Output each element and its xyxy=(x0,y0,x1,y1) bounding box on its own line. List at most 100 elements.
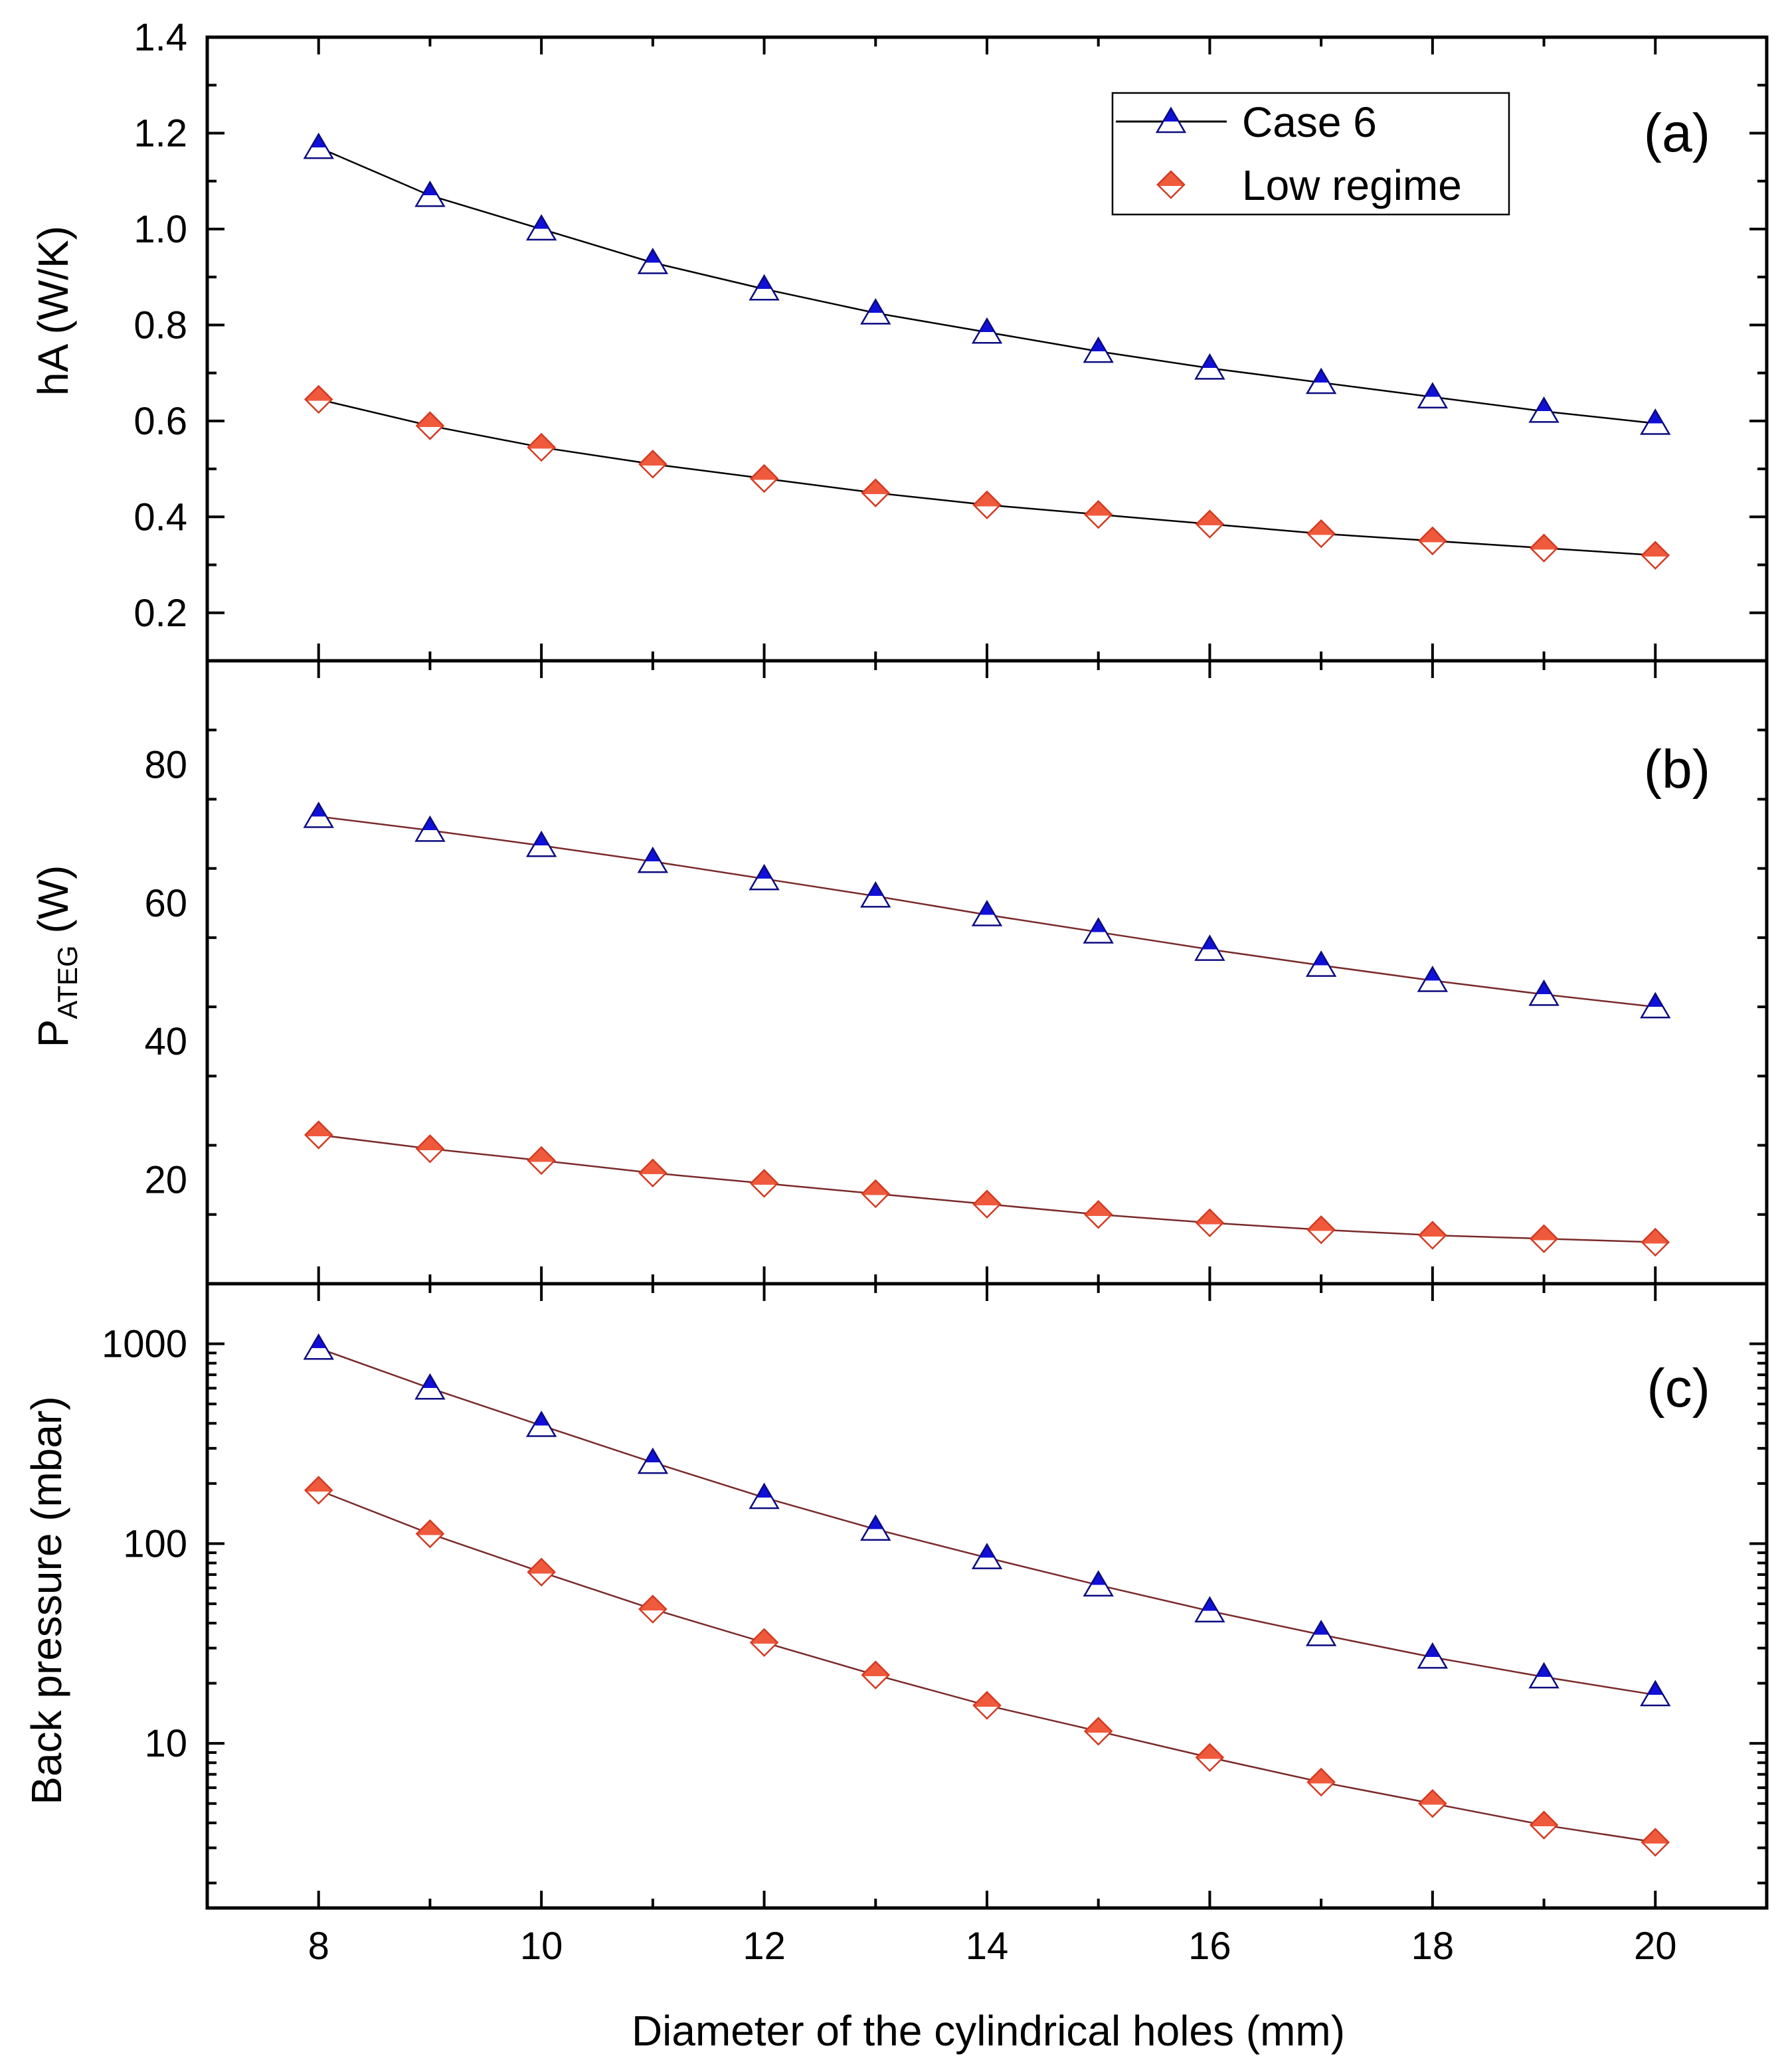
panel-c-series-0-point-1 xyxy=(414,1373,446,1400)
panel-a-series-0-point-5 xyxy=(860,298,891,325)
panel-b-series-1-point-6 xyxy=(972,1189,1002,1219)
legend-case6-marker xyxy=(1155,106,1187,133)
panel-b-series-0-point-9 xyxy=(1305,950,1337,977)
panel-b-series-0-point-2 xyxy=(525,830,557,857)
panel-c-series-0-point-2 xyxy=(525,1411,557,1437)
x-tick-label-3: 14 xyxy=(966,1925,1009,1968)
panel-b-series-0-point-3 xyxy=(637,846,669,873)
panel-c-series-0-point-4 xyxy=(749,1482,780,1510)
panel-c-ytick-label-0: 10 xyxy=(144,1722,187,1765)
panel-b-ylabel: PATEG (W) xyxy=(29,865,83,1048)
legend-low-regime-text: Low regime xyxy=(1242,161,1462,209)
panel-c-series-0-point-6 xyxy=(971,1543,1003,1569)
panel-a-label: (a) xyxy=(1644,103,1710,163)
panel-a-ytick-label-4: 1.0 xyxy=(134,208,187,251)
panel-b-label: (b) xyxy=(1644,739,1710,800)
panel-a-series-1-point-4 xyxy=(749,464,779,493)
panel-a-series-0-point-2 xyxy=(525,214,557,241)
panel-c-series-1-point-12 xyxy=(1641,1828,1670,1857)
panel-c-series-1-point-1 xyxy=(415,1519,445,1549)
panel-a-series-0-point-6 xyxy=(971,317,1003,344)
panel-a-series-1-point-10 xyxy=(1418,526,1447,556)
panel-c-series-1-point-7 xyxy=(1083,1717,1113,1746)
legend-low-regime-diamond xyxy=(1156,170,1186,199)
panel-a-series-0-point-7 xyxy=(1083,336,1114,363)
panel-b-series-0-point-7 xyxy=(1083,917,1114,944)
panel-b-series-1-point-4 xyxy=(749,1169,779,1198)
panel-c-ytick-label-1: 100 xyxy=(123,1522,187,1565)
panel-a-series-0-point-10 xyxy=(1417,382,1449,408)
panel-b-series-1-point-8 xyxy=(1195,1208,1225,1238)
panel-a-series-1-point-6 xyxy=(972,490,1002,520)
panel-c-series-1-point-3 xyxy=(638,1595,668,1624)
panel-c-series-0-point-8 xyxy=(1194,1596,1225,1623)
panel-a-series-1-point-7 xyxy=(1083,499,1113,529)
panel-b-series-0-point-11 xyxy=(1528,979,1559,1006)
x-tick-label-1: 10 xyxy=(520,1925,563,1968)
panel-a-series-1-point-1 xyxy=(415,411,445,440)
panel-b-ytick-label-3: 80 xyxy=(144,743,187,786)
panel-c-series-1-point-4 xyxy=(749,1628,779,1657)
panel-b-series-0-point-10 xyxy=(1417,966,1449,992)
panel-c-series-0-point-0 xyxy=(303,1333,334,1360)
panel-c-series-1-point-9 xyxy=(1306,1767,1336,1797)
panel-b-ytick-label-0: 20 xyxy=(144,1159,187,1202)
panel-b-series-0-point-1 xyxy=(414,815,446,842)
panel-a-ytick-label-1: 0.4 xyxy=(134,495,187,539)
panel-b-series-1-point-3 xyxy=(638,1158,668,1188)
panel-b-series-1-point-9 xyxy=(1306,1215,1336,1245)
panel-b-series-1-point-2 xyxy=(527,1146,556,1175)
panel-c-series-0-point-5 xyxy=(860,1514,891,1541)
panel-b-series-0-point-4 xyxy=(749,863,780,891)
x-tick-label-0: 8 xyxy=(308,1925,329,1968)
axis-ticks xyxy=(207,36,1767,1908)
panel-a-series-0-point-11 xyxy=(1528,396,1559,423)
panel-b-ytick-label-2: 60 xyxy=(144,882,187,925)
panel-c-series-1-point-11 xyxy=(1529,1810,1559,1840)
panel-c-series-0-point-12 xyxy=(1640,1680,1671,1707)
panel-c-series-1-point-10 xyxy=(1418,1788,1447,1818)
panel-a-series-1-point-9 xyxy=(1306,519,1336,549)
panel-a-series-1-point-2 xyxy=(527,432,556,462)
legend-case6-text: Case 6 xyxy=(1242,98,1377,146)
legend-case6-triangle xyxy=(1155,106,1187,133)
panel-b-ylabel-unit: (W) xyxy=(29,865,77,946)
panel-b-ylabel-main: P xyxy=(29,1019,77,1048)
panel-b-series-1-point-0 xyxy=(304,1120,333,1150)
panel-c-series-1-point-0 xyxy=(304,1476,333,1505)
panel-a-series-0-point-1 xyxy=(414,180,446,207)
x-tick-label-6: 20 xyxy=(1634,1925,1677,1968)
panel-b-ytick-label-1: 40 xyxy=(144,1020,187,1063)
x-tick-label-4: 16 xyxy=(1188,1925,1231,1968)
panel-c-series-0-point-9 xyxy=(1305,1620,1337,1646)
panel-b-series-1-point-12 xyxy=(1641,1227,1670,1257)
legend-low-regime-marker xyxy=(1156,170,1186,199)
panel-b-series-1-point-5 xyxy=(861,1179,891,1209)
panel-b-series-1-point-7 xyxy=(1083,1200,1113,1229)
panel-a-series-0-point-8 xyxy=(1194,353,1225,380)
x-tick-label-2: 12 xyxy=(743,1925,786,1968)
panel-a-series-1-point-3 xyxy=(638,450,668,479)
panel-a-series-0-point-12 xyxy=(1640,408,1671,435)
panel-b-series-1-point-11 xyxy=(1529,1224,1559,1254)
panel-a-ytick-label-2: 0.6 xyxy=(134,400,187,443)
panel-c-series-0-point-11 xyxy=(1528,1662,1559,1689)
panel-a-series-0-point-3 xyxy=(637,248,669,274)
panel-a-series-1-point-5 xyxy=(861,478,891,507)
panel-b-series-0-point-12 xyxy=(1640,992,1671,1019)
panel-a-series-0-point-4 xyxy=(749,274,780,301)
panel-c-series-0-point-7 xyxy=(1083,1570,1114,1597)
panel-b-ylabel-sub: ATEG xyxy=(52,945,83,1019)
panel-c-series-0-point-3 xyxy=(637,1447,669,1474)
panel-a-series-1-point-12 xyxy=(1641,541,1670,570)
panel-c-series-1-point-2 xyxy=(527,1557,556,1587)
panel-c-series-1-point-5 xyxy=(861,1660,891,1689)
panel-b-series-0-point-8 xyxy=(1194,934,1225,961)
legend: Case 6 Low regime xyxy=(1111,92,1510,216)
panel-b-series-0-point-6 xyxy=(971,900,1003,926)
panel-a-series-0-point-0 xyxy=(303,132,334,159)
panel-b-series-0-point-0 xyxy=(303,802,334,828)
panel-a-ylabel: hA (W/K) xyxy=(29,226,77,396)
